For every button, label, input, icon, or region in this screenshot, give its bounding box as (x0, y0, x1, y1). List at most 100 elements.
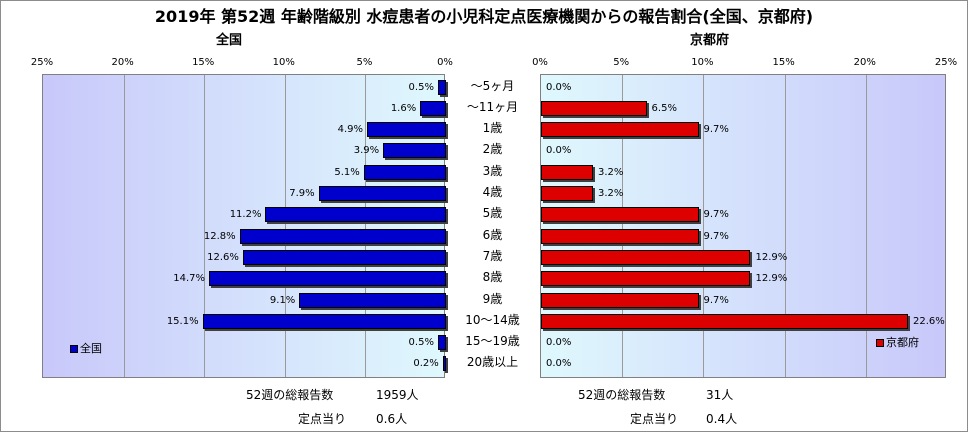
category-label: 10～14歳 (465, 312, 520, 327)
kyoto-gridline (784, 75, 786, 377)
kyoto-bar (541, 207, 699, 223)
national-value-label: 0.5% (408, 337, 434, 349)
kyoto-bar (541, 228, 699, 244)
kyoto-tick-label: 15% (772, 57, 795, 68)
kyoto-value-label: 9.7% (703, 124, 729, 136)
national-value-label: 11.2% (229, 209, 262, 221)
category-label: ～5ヶ月 (470, 78, 515, 93)
national-gridline (284, 75, 286, 377)
kyoto-bar (541, 313, 909, 329)
national-total-label: 52週の総報告数 (246, 388, 334, 402)
national-bar (437, 79, 446, 95)
national-gridline (204, 75, 206, 377)
kyoto-value-label: 12.9% (755, 273, 788, 285)
kyoto-gridline (865, 75, 867, 377)
category-label: 3歳 (482, 163, 503, 178)
national-value-label: 14.7% (173, 273, 206, 285)
national-value-label: 1.6% (390, 102, 417, 114)
kyoto-value-label: 0.0% (546, 358, 572, 370)
kyoto-chart-title: 京都府 (690, 33, 730, 48)
national-value-label: 7.9% (289, 188, 315, 199)
kyoto-bar (541, 186, 593, 201)
category-label: 6歳 (482, 227, 503, 242)
kyoto-value-label: 3.2% (597, 188, 624, 199)
kyoto-value-label: 3.2% (597, 166, 624, 178)
national-value-label: 0.5% (408, 81, 434, 93)
category-label: 15～19歳 (465, 334, 520, 349)
kyoto-plot-area: 0.0% 6.5% 9.7% 0.0% 3.2% 3.2% 9.7% 9.7% 12.9% 12.… (540, 74, 946, 378)
kyoto-value-label: 0.0% (546, 81, 572, 93)
national-gridline (123, 75, 125, 377)
kyoto-tick-label: 0% (532, 57, 548, 68)
national-bar (367, 122, 446, 138)
national-value-label: 3.9% (353, 145, 380, 157)
kyoto-per-value: 0.4人 (706, 412, 738, 426)
national-value-label: 4.9% (337, 124, 364, 136)
national-value-label: 9.1% (269, 294, 296, 306)
chart-title: 2019年 第52週 年齢階級別 水痘患者の小児科定点医療機関からの報告割合(全… (154, 7, 814, 26)
kyoto-value-label: 22.6% (913, 315, 945, 327)
category-label: 2歳 (482, 142, 503, 157)
national-legend-label: 全国 (80, 342, 102, 355)
category-label: 1歳 (482, 121, 503, 136)
national-value-label: 0.2% (413, 358, 439, 370)
national-bar (442, 356, 446, 372)
national-bar (420, 100, 446, 116)
national-chart-title: 全国 (216, 33, 243, 48)
category-label: ～11ヶ月 (466, 99, 519, 114)
national-bar (242, 249, 446, 265)
national-bar (363, 164, 446, 180)
national-bar (437, 335, 446, 351)
kyoto-value-label: 9.7% (703, 294, 729, 306)
national-bar (383, 143, 446, 159)
kyoto-tick-label: 10% (691, 57, 714, 68)
national-gridline (365, 75, 367, 377)
national-per-value: 0.6人 (376, 412, 408, 426)
national-bar (239, 228, 446, 244)
kyoto-bar (541, 164, 593, 180)
kyoto-value-label: 0.0% (546, 337, 572, 349)
category-label: 4歳 (482, 185, 503, 199)
national-tick-label: 10% (272, 57, 295, 68)
kyoto-value-label: 9.7% (703, 209, 729, 221)
national-bar (209, 271, 446, 287)
kyoto-total-value: 31人 (706, 388, 734, 402)
kyoto-legend-swatch (876, 339, 884, 347)
category-label: 8歳 (482, 270, 503, 285)
national-bar (202, 313, 446, 329)
kyoto-tick-label: 25% (934, 57, 958, 68)
kyoto-bar (541, 100, 647, 116)
kyoto-bar (541, 249, 751, 265)
kyoto-gridline (622, 75, 624, 377)
national-bar (318, 186, 446, 201)
kyoto-value-label: 12.9% (755, 251, 788, 263)
category-label: 5歳 (482, 206, 503, 221)
national-legend: 全国 (70, 342, 102, 356)
national-plot-area: 0.5% 1.6% 4.9% 3.9% 5.1% 7.9% 11.2% 12.8% 12.6% 1… (42, 74, 446, 378)
kyoto-value-label: 9.7% (703, 230, 729, 242)
kyoto-tick-label: 5% (613, 57, 630, 68)
kyoto-tick-label: 20% (853, 57, 876, 68)
kyoto-total-label: 52週の総報告数 (578, 388, 666, 402)
national-tick-label: 0% (437, 57, 453, 68)
national-total-value: 1959人 (376, 388, 419, 402)
national-per-label: 定点当り (298, 412, 347, 426)
national-tick-label: 15% (192, 57, 215, 68)
category-label: 20歳以上 (466, 355, 519, 370)
kyoto-value-label: 0.0% (546, 145, 572, 157)
kyoto-bar (541, 292, 699, 308)
national-tick-label: 5% (356, 57, 373, 68)
kyoto-legend: 京都府 (876, 336, 919, 350)
national-bar (299, 292, 446, 308)
national-value-label: 12.6% (207, 251, 239, 263)
national-tick-label: 20% (111, 57, 134, 68)
kyoto-legend-label: 京都府 (886, 336, 919, 349)
national-tick-label: 25% (30, 57, 54, 68)
kyoto-gridline (703, 75, 705, 377)
kyoto-value-label: 6.5% (651, 102, 677, 114)
category-label: 7歳 (482, 248, 503, 263)
kyoto-bar (541, 122, 699, 138)
national-legend-swatch (70, 345, 78, 353)
kyoto-bar (541, 271, 751, 287)
national-value-label: 5.1% (334, 166, 360, 178)
